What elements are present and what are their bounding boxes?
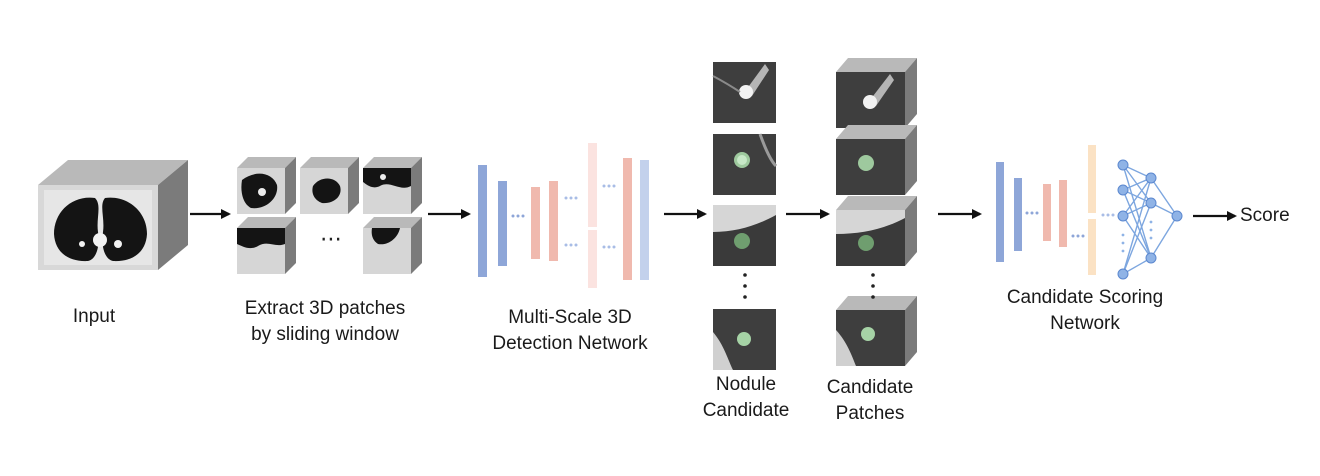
nodule-crop-image [713,309,776,370]
lung-patch-cube [300,157,359,214]
ct-volume-cube [38,160,188,270]
detection-label: Multi-Scale 3D Detection Network [492,307,648,354]
scoring-label: Candidate Scoring Network [1006,287,1164,334]
lung-patch-cube [237,157,296,214]
candidate-patch-cube [836,296,917,366]
scoring-network [996,145,1096,275]
lung-patch-cube [237,217,296,274]
neural-network-graph [1117,159,1183,280]
lung-patch-cube [363,217,422,274]
lung-patch-cube [363,157,422,214]
candidate-patch-cube [836,125,917,195]
detection-network [478,143,649,288]
score-label: Score [1240,205,1290,226]
input-label: Input [72,306,116,327]
nodule-crop-image [713,133,778,195]
candidate-patches-label: Candidate Patches [826,377,914,424]
nodule-candidate-label: Nodule Candidate [702,374,790,421]
nodule-crop-image [712,62,776,123]
extract-label: Extract 3D patches by sliding window [244,298,406,345]
patch-ellipsis: ⋯ [320,227,342,252]
candidate-patch-cube [836,196,917,266]
nodule-crop-image [713,205,776,266]
candidate-patch-cube [836,58,917,128]
